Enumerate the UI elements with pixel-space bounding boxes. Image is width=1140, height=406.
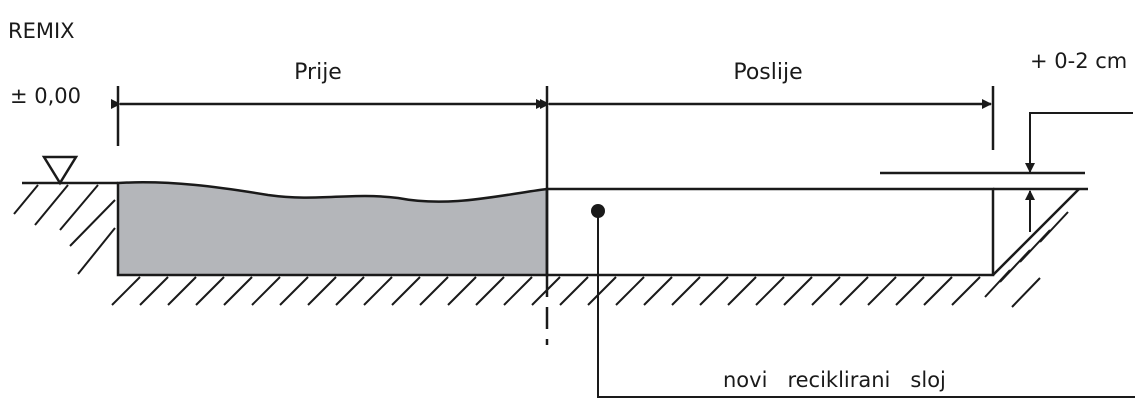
hatch-line — [615, 276, 645, 306]
hatch-line — [755, 276, 785, 306]
hatch-line — [34, 184, 69, 226]
hatch-line — [699, 276, 729, 306]
hatch-line — [419, 276, 449, 306]
old-pavement-layer — [116, 181, 549, 277]
hatch-line — [1039, 211, 1069, 243]
hatch-line — [475, 276, 505, 306]
hatch-line — [307, 276, 337, 306]
hatch-line — [363, 276, 393, 306]
hatch-line — [77, 227, 116, 275]
ground-hatch-bottom — [111, 276, 981, 306]
after-label: Poslije — [733, 60, 802, 85]
hatch-line — [783, 276, 813, 306]
ground-slope-right — [992, 188, 1080, 276]
hatch-line — [895, 276, 925, 306]
hatch-line — [13, 184, 39, 215]
hatch-line — [279, 276, 309, 306]
hatch-line — [531, 276, 561, 306]
hatch-line — [447, 276, 477, 306]
hatch-line — [839, 276, 869, 306]
hatch-line — [251, 276, 281, 306]
hatch-line — [391, 276, 421, 306]
hatch-line — [1011, 277, 1041, 308]
hatch-line — [111, 276, 141, 306]
diagram-title: REMIX — [8, 19, 75, 43]
level-triangle-icon — [41, 155, 79, 186]
layer-callout-leader — [597, 211, 1135, 398]
hatch-line — [139, 276, 169, 306]
hatch-line — [951, 276, 981, 306]
hatch-line — [671, 276, 701, 306]
hatch-line — [559, 276, 589, 306]
new-recycled-layer — [545, 187, 995, 277]
thickness-leader-line — [1029, 112, 1133, 160]
thickness-label: + 0-2 cm — [1030, 49, 1127, 73]
level-label: ± 0,00 — [10, 84, 81, 108]
hatch-line — [69, 199, 116, 247]
ground-hatch-right — [984, 211, 1069, 308]
hatch-line — [59, 184, 99, 231]
hatch-line — [811, 276, 841, 306]
hatch-line — [643, 276, 673, 306]
hatch-line — [335, 276, 365, 306]
hatch-line — [195, 276, 225, 306]
hatch-line — [727, 276, 757, 306]
hatch-line — [867, 276, 897, 306]
hatch-line — [923, 276, 953, 306]
hatch-line — [587, 276, 617, 306]
hatch-line — [503, 276, 533, 306]
hatch-line — [223, 276, 253, 306]
layer-label: novi reciklirani sloj — [723, 368, 946, 392]
hatch-line — [167, 276, 197, 306]
before-label: Prije — [294, 60, 342, 85]
ground-hatch-left — [13, 184, 116, 275]
